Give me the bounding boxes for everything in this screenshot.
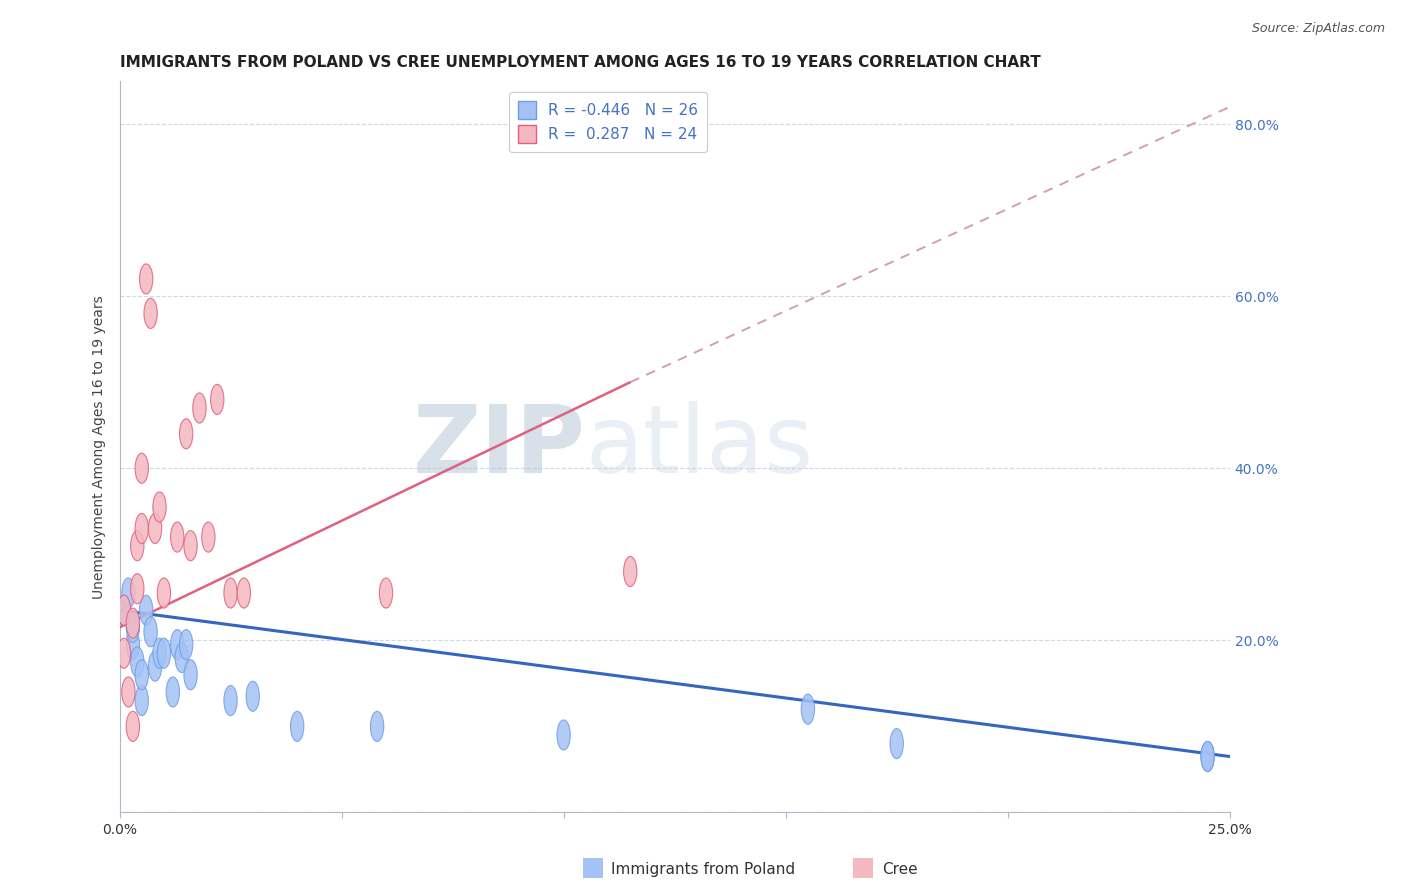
Ellipse shape	[1201, 741, 1215, 772]
Text: Source: ZipAtlas.com: Source: ZipAtlas.com	[1251, 22, 1385, 36]
Ellipse shape	[224, 686, 238, 715]
Ellipse shape	[153, 491, 166, 522]
Ellipse shape	[117, 595, 131, 625]
Ellipse shape	[801, 694, 814, 724]
Ellipse shape	[131, 531, 143, 561]
Ellipse shape	[139, 595, 153, 625]
Ellipse shape	[122, 677, 135, 707]
Ellipse shape	[170, 630, 184, 660]
Ellipse shape	[211, 384, 224, 415]
Ellipse shape	[139, 264, 153, 294]
Ellipse shape	[291, 711, 304, 741]
Ellipse shape	[184, 660, 197, 690]
Ellipse shape	[193, 393, 207, 423]
Ellipse shape	[127, 630, 139, 660]
Ellipse shape	[149, 514, 162, 543]
Ellipse shape	[117, 638, 131, 668]
Ellipse shape	[127, 711, 139, 741]
Ellipse shape	[890, 729, 904, 759]
Ellipse shape	[370, 711, 384, 741]
Ellipse shape	[201, 522, 215, 552]
Legend: R = -0.446   N = 26, R =  0.287   N = 24: R = -0.446 N = 26, R = 0.287 N = 24	[509, 93, 707, 152]
Ellipse shape	[127, 608, 139, 638]
Text: Immigrants from Poland: Immigrants from Poland	[612, 863, 794, 877]
Ellipse shape	[135, 514, 149, 543]
Ellipse shape	[157, 578, 170, 608]
Ellipse shape	[117, 595, 131, 625]
Ellipse shape	[166, 677, 180, 707]
Y-axis label: Unemployment Among Ages 16 to 19 years: Unemployment Among Ages 16 to 19 years	[93, 295, 107, 599]
Ellipse shape	[149, 651, 162, 681]
Ellipse shape	[624, 557, 637, 587]
Ellipse shape	[143, 298, 157, 328]
Ellipse shape	[180, 630, 193, 660]
Ellipse shape	[246, 681, 260, 711]
Ellipse shape	[174, 642, 188, 673]
Ellipse shape	[135, 453, 149, 483]
Ellipse shape	[157, 638, 170, 668]
Ellipse shape	[127, 613, 139, 642]
Ellipse shape	[131, 574, 143, 604]
Ellipse shape	[557, 720, 571, 750]
Ellipse shape	[122, 578, 135, 608]
Text: atlas: atlas	[586, 401, 814, 492]
Text: ZIP: ZIP	[413, 401, 586, 492]
Ellipse shape	[153, 638, 166, 668]
Ellipse shape	[224, 578, 238, 608]
Ellipse shape	[135, 660, 149, 690]
Text: IMMIGRANTS FROM POLAND VS CREE UNEMPLOYMENT AMONG AGES 16 TO 19 YEARS CORRELATIO: IMMIGRANTS FROM POLAND VS CREE UNEMPLOYM…	[120, 55, 1040, 70]
Ellipse shape	[143, 616, 157, 647]
Ellipse shape	[131, 647, 143, 677]
Ellipse shape	[170, 522, 184, 552]
Ellipse shape	[180, 418, 193, 449]
Ellipse shape	[380, 578, 392, 608]
Ellipse shape	[238, 578, 250, 608]
Text: Cree: Cree	[882, 863, 918, 877]
Ellipse shape	[1201, 741, 1215, 772]
Ellipse shape	[184, 531, 197, 561]
Ellipse shape	[135, 686, 149, 715]
